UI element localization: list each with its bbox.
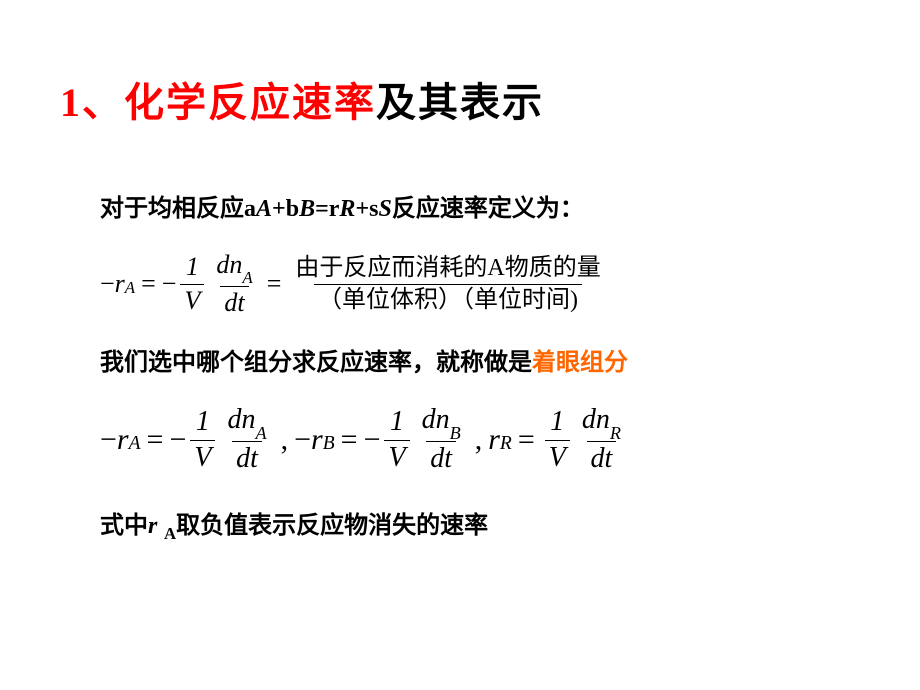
eq2B-dn: dn <box>422 404 450 435</box>
species-S: S <box>378 196 391 222</box>
eq2R-eq: = <box>518 423 535 457</box>
eq1-minus: − <box>100 269 115 299</box>
eq2B-frac1: 1 V <box>384 407 409 474</box>
eq1-dn-sub: A <box>242 268 252 287</box>
coef-b: b <box>286 196 299 222</box>
equation-2: − rA = − 1 V dnA dt , − rB = − 1 V dnB <box>100 405 860 474</box>
eq2R-r: r <box>488 423 500 457</box>
eq2B-frac2: dnB dt <box>418 405 465 474</box>
plus-2: + <box>355 196 369 222</box>
eq2A-frac1: 1 V <box>190 407 215 474</box>
eq1-frac2-den: dt <box>220 286 248 318</box>
component-highlight: 着眼组分 <box>532 349 628 376</box>
eq2B-eq: = <box>341 423 358 457</box>
species-A: A <box>256 196 272 222</box>
eq1-frac1-num: 1 <box>182 253 203 284</box>
eq2A-f1d: V <box>190 440 215 474</box>
eq2A-minus2: − <box>169 423 186 457</box>
eq1-frac1-den: V <box>180 284 204 316</box>
eq2A-f2n: dnA <box>223 405 270 441</box>
eq2A-dn: dn <box>227 404 255 435</box>
eq2A-eq: = <box>147 423 164 457</box>
footer-line: 式中r A取负值表示反应物消失的速率 <box>100 505 860 544</box>
eq1-equals-1: = <box>141 269 156 299</box>
equation-2-row: − rA = − 1 V dnA dt , − rB = − 1 V dnB <box>100 405 860 474</box>
eq2B-f2d: dt <box>426 441 456 475</box>
eq2B-minus2: − <box>364 423 381 457</box>
eq2A-minus: − <box>100 423 117 457</box>
eq2B-dn-sub: B <box>450 423 461 443</box>
equation-1: − rA = − 1 V dnA dt = 由于反应而消耗的A物质的量 （单位体… <box>100 251 860 317</box>
eq2R-dn: dn <box>582 404 610 435</box>
eq2-comma1: , <box>281 423 289 457</box>
eq2R-frac1: 1 V <box>545 407 570 474</box>
eq1-minus-2: − <box>162 269 177 299</box>
eq2B-r: r <box>311 423 323 457</box>
eq1-frac-1V: 1 V <box>180 253 204 315</box>
eq1-cn-frac: 由于反应而消耗的A物质的量 （单位体积）（单位时间) <box>291 255 604 313</box>
eq2A-f1n: 1 <box>192 407 214 440</box>
equation-1-row: − rA = − 1 V dnA dt = 由于反应而消耗的A物质的量 （单位体… <box>100 251 860 317</box>
eq1-cn-den: （单位体积）（单位时间) <box>314 284 582 313</box>
coef-a: a <box>244 196 256 222</box>
intro-line: 对于均相反应aA+bB=rR+sS反应速率定义为： <box>100 188 860 223</box>
component-prefix: 我们选中哪个组分求反应速率，就称做是 <box>100 349 532 376</box>
eq2R-f2n: dnR <box>578 405 625 441</box>
title-red-text: 化学反应速率 <box>124 80 376 125</box>
title-black-text: 及其表示 <box>376 80 544 125</box>
coef-r: r <box>329 196 340 222</box>
footer-r: r <box>148 513 157 539</box>
eq2R-f1d: V <box>545 440 570 474</box>
eq1-r: r <box>115 269 125 299</box>
eq2R-frac2: dnR dt <box>578 405 625 474</box>
slide: 1、化学反应速率及其表示 对于均相反应aA+bB=rR+sS反应速率定义为： −… <box>0 0 920 690</box>
plus-1: + <box>272 196 286 222</box>
eq1-dn: dn <box>216 250 242 279</box>
eq2R-f2d: dt <box>587 441 617 475</box>
eq1-frac2-num: dnA <box>212 251 256 286</box>
species-R: R <box>339 196 355 222</box>
eq2-comma2: , <box>475 423 483 457</box>
eq2A-r: r <box>117 423 129 457</box>
eq-sign: = <box>315 196 329 222</box>
eq2R-dn-sub: R <box>610 423 621 443</box>
eq2B-minus: − <box>294 423 311 457</box>
eq1-frac-dn-dt: dnA dt <box>212 251 256 317</box>
eq2A-sub: A <box>129 433 141 455</box>
eq1-sub-A: A <box>125 278 135 298</box>
eq1-equals-2: = <box>267 269 282 299</box>
eq2B-sub: B <box>323 433 335 455</box>
species-B: B <box>299 196 315 222</box>
footer-space <box>157 512 164 539</box>
footer-suffix: 取负值表示反应物消失的速率 <box>176 512 488 539</box>
eq2R-sub: R <box>500 433 512 455</box>
title-section-no: 1、 <box>60 80 124 125</box>
eq2A-frac2: dnA dt <box>223 405 270 474</box>
eq1-cn-num: 由于反应而消耗的A物质的量 <box>291 255 604 283</box>
eq2A-dn-sub: A <box>255 423 266 443</box>
eq2B-f2n: dnB <box>418 405 465 441</box>
intro-prefix: 对于均相反应 <box>100 195 244 222</box>
component-line: 我们选中哪个组分求反应速率，就称做是着眼组分 <box>100 342 860 377</box>
intro-suffix: 反应速率定义为： <box>392 195 584 222</box>
eq2A-f2d: dt <box>232 441 262 475</box>
eq2R-f1n: 1 <box>546 407 568 440</box>
eq2B-f1n: 1 <box>386 407 408 440</box>
eq2B-f1d: V <box>384 440 409 474</box>
footer-prefix: 式中 <box>100 512 148 539</box>
footer-sub-A: A <box>164 524 176 543</box>
slide-title: 1、化学反应速率及其表示 <box>60 70 860 128</box>
